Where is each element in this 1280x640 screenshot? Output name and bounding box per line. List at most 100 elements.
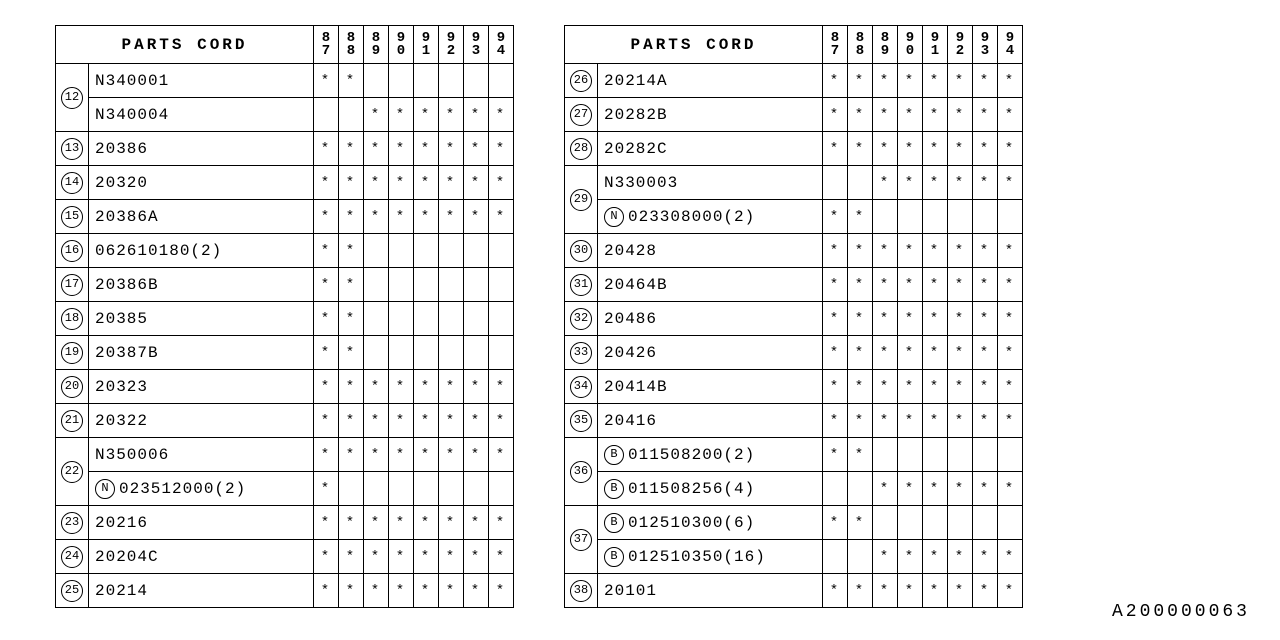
year-cell xyxy=(489,336,514,370)
part-prefix-circle: N xyxy=(95,479,115,499)
part-cell: N330003 xyxy=(598,166,823,200)
part-cell: B011508256(4) xyxy=(598,472,823,506)
ref-cell: 27 xyxy=(565,98,598,132)
table-row: 2820282C******** xyxy=(565,132,1023,166)
ref-circle: 21 xyxy=(61,410,83,432)
year-cell: * xyxy=(364,370,389,404)
ref-circle: 38 xyxy=(570,580,592,602)
part-label: 20320 xyxy=(95,174,148,192)
year-cell: * xyxy=(314,234,339,268)
year-cell: * xyxy=(439,166,464,200)
year-cell xyxy=(873,200,898,234)
year-cell: * xyxy=(823,268,848,302)
year-cell: * xyxy=(923,64,948,98)
part-number: 20204C xyxy=(95,548,159,566)
year-cell xyxy=(389,64,414,98)
year-cell: * xyxy=(389,132,414,166)
ref-circle: 28 xyxy=(570,138,592,160)
year-cell xyxy=(848,540,873,574)
ref-cell: 28 xyxy=(565,132,598,166)
ref-cell: 15 xyxy=(56,200,89,234)
year-cell: * xyxy=(848,438,873,472)
part-cell: 20322 xyxy=(89,404,314,438)
year-cell: * xyxy=(823,200,848,234)
year-cell: * xyxy=(464,404,489,438)
year-cell: * xyxy=(873,268,898,302)
table-row: 2420204C******** xyxy=(56,540,514,574)
year-cell xyxy=(364,268,389,302)
year-cell: * xyxy=(923,302,948,336)
year-cell: * xyxy=(823,132,848,166)
year-cell xyxy=(414,234,439,268)
year-cell: * xyxy=(439,438,464,472)
year-cell xyxy=(823,540,848,574)
year-cell: * xyxy=(848,370,873,404)
year-cell: * xyxy=(464,540,489,574)
ref-circle: 20 xyxy=(61,376,83,398)
year-cell: * xyxy=(973,234,998,268)
year-cell xyxy=(873,438,898,472)
year-cell: * xyxy=(923,234,948,268)
year-cell: * xyxy=(823,302,848,336)
table-row: 1420320******** xyxy=(56,166,514,200)
ref-circle: 22 xyxy=(61,461,83,483)
year-cell xyxy=(464,234,489,268)
table-row: 16062610180(2)** xyxy=(56,234,514,268)
year-cell: * xyxy=(948,574,973,608)
year-cell xyxy=(998,506,1023,540)
year-cell: * xyxy=(923,166,948,200)
year-cell xyxy=(923,506,948,540)
year-cell: * xyxy=(898,472,923,506)
part-number: 011508200(2) xyxy=(628,446,755,464)
year-cell xyxy=(489,64,514,98)
ref-circle: 30 xyxy=(570,240,592,262)
part-number: 20386A xyxy=(95,208,159,226)
year-cell: * xyxy=(314,302,339,336)
part-label: 062610180(2) xyxy=(95,242,222,260)
part-cell: 20386A xyxy=(89,200,314,234)
table-row: 1720386B** xyxy=(56,268,514,302)
year-cell: * xyxy=(339,574,364,608)
year-cell: * xyxy=(439,98,464,132)
year-cell: * xyxy=(314,404,339,438)
part-number: N340001 xyxy=(95,72,169,90)
header-year: 94 xyxy=(998,26,1023,64)
table-row: N023512000(2)* xyxy=(56,472,514,506)
year-cell: * xyxy=(873,336,898,370)
table-row: 1820385** xyxy=(56,302,514,336)
year-cell: * xyxy=(414,574,439,608)
part-number: 20323 xyxy=(95,378,148,396)
ref-circle: 34 xyxy=(570,376,592,398)
year-cell: * xyxy=(923,574,948,608)
table-row: 22N350006******** xyxy=(56,438,514,472)
part-prefix-circle: B xyxy=(604,445,624,465)
ref-circle: 27 xyxy=(570,104,592,126)
year-cell: * xyxy=(998,404,1023,438)
part-cell: N340004 xyxy=(89,98,314,132)
year-cell: * xyxy=(998,132,1023,166)
year-cell: * xyxy=(873,472,898,506)
year-cell: * xyxy=(973,64,998,98)
year-cell xyxy=(898,438,923,472)
part-cell: B012510300(6) xyxy=(598,506,823,540)
part-label: 20386A xyxy=(95,208,159,226)
table-row: 36B011508200(2)** xyxy=(565,438,1023,472)
year-cell xyxy=(823,166,848,200)
year-cell: * xyxy=(464,506,489,540)
year-cell: * xyxy=(339,132,364,166)
part-cell: 20464B xyxy=(598,268,823,302)
part-cell: B011508200(2) xyxy=(598,438,823,472)
year-cell: * xyxy=(823,404,848,438)
part-number: 20282B xyxy=(604,106,668,124)
year-cell: * xyxy=(923,132,948,166)
ref-circle: 17 xyxy=(61,274,83,296)
ref-cell: 29 xyxy=(565,166,598,234)
year-cell: * xyxy=(848,268,873,302)
year-cell: * xyxy=(823,98,848,132)
year-cell: * xyxy=(439,370,464,404)
table-row: 3020428******** xyxy=(565,234,1023,268)
year-cell: * xyxy=(898,336,923,370)
year-cell: * xyxy=(364,200,389,234)
year-cell: * xyxy=(439,132,464,166)
table-row: 2020323******** xyxy=(56,370,514,404)
